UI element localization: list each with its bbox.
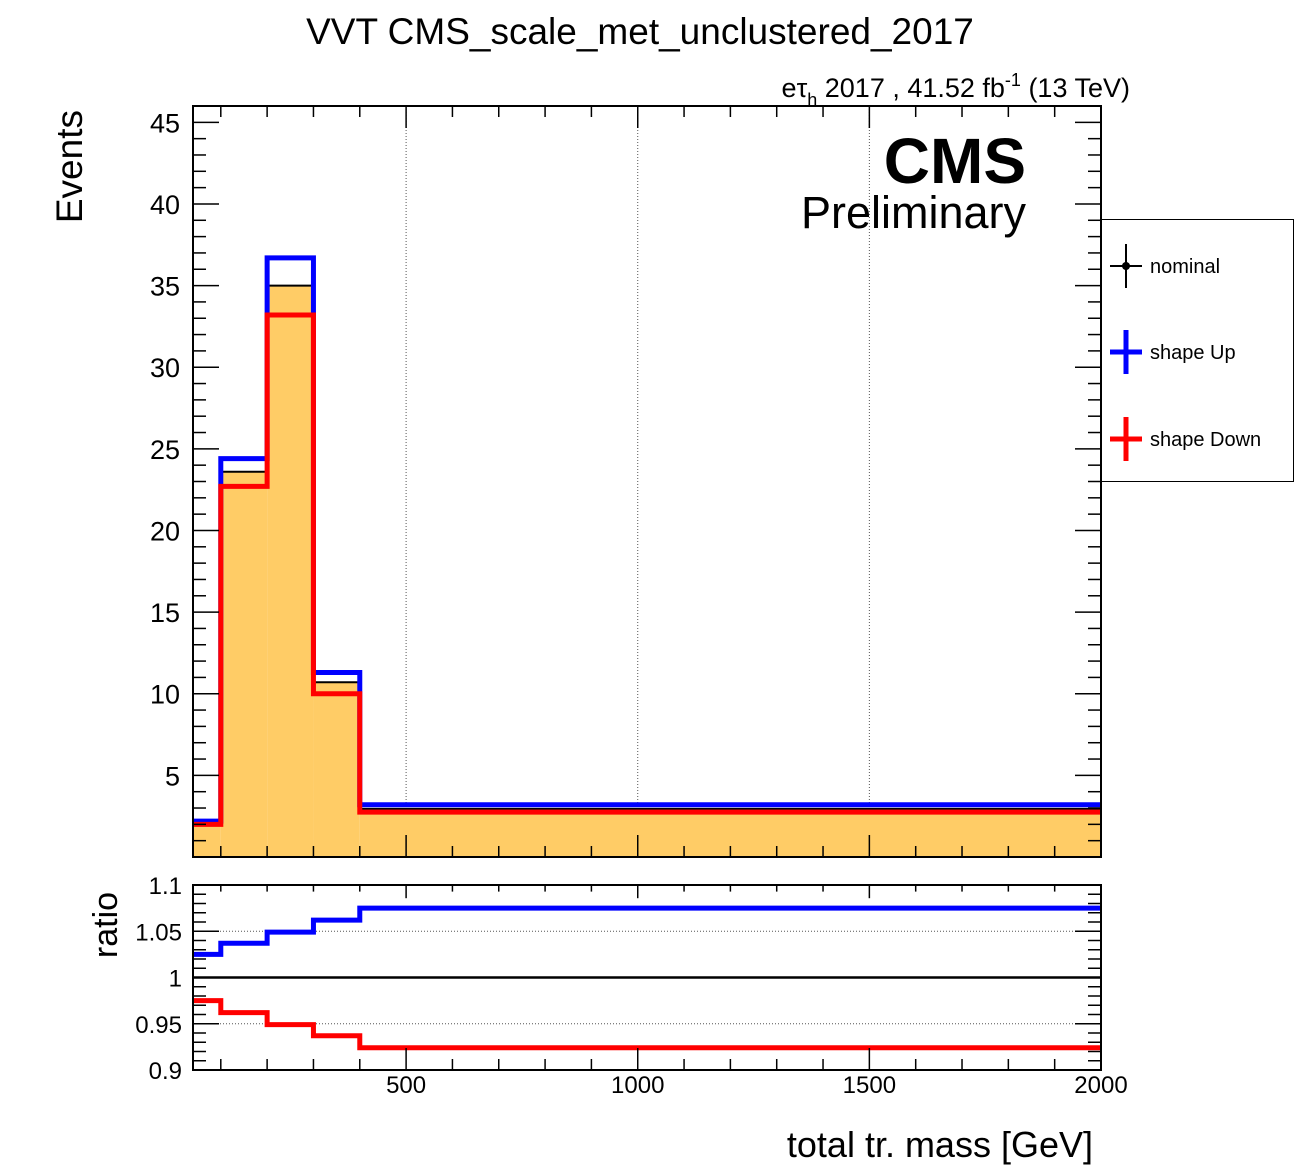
legend-marker-shape-down xyxy=(1110,417,1142,461)
x-tick-label-0: 500 xyxy=(386,1072,426,1099)
main-y-tick-labels: 5 10 15 20 25 30 35 40 45 xyxy=(150,108,180,791)
main-ytick-label-0: 5 xyxy=(165,761,180,791)
main-ytick-label-1: 10 xyxy=(150,680,180,710)
ratio-y-grid xyxy=(193,930,1101,1025)
ratio-ytick-label-3: 1.05 xyxy=(135,919,182,946)
preliminary-label: Preliminary xyxy=(801,187,1027,238)
x-axis-label: total tr. mass [GeV] xyxy=(787,1124,1093,1165)
ratio-y-tick-labels: 0.9 0.95 1 1.05 1.1 xyxy=(135,873,182,1085)
main-ytick-label-3: 20 xyxy=(150,516,180,546)
cms-label: CMS xyxy=(884,125,1026,197)
main-ytick-label-5: 30 xyxy=(150,353,180,383)
lumi-label: eτh 2017 , 41.52 fb-1 (13 TeV) xyxy=(782,70,1130,110)
x-tick-label-2: 1500 xyxy=(843,1072,896,1099)
main-ticks xyxy=(193,105,1102,857)
lumi-channel-sub: h xyxy=(807,90,817,110)
legend-label-shape-down: shape Down xyxy=(1150,429,1262,451)
nominal-fill xyxy=(193,285,1101,858)
legend-marker-nominal xyxy=(1110,244,1142,288)
ratio-x-tick-labels: 500 1000 1500 2000 xyxy=(386,1072,1128,1099)
x-tick-label-3: 2000 xyxy=(1074,1072,1127,1099)
main-ytick-label-4: 25 xyxy=(150,435,180,465)
ratio-ytick-label-0: 0.9 xyxy=(149,1058,182,1085)
main-y-axis-label: Events xyxy=(49,110,90,223)
ratio-ytick-label-2: 1 xyxy=(169,966,182,993)
lumi-channel-tau: τ xyxy=(797,73,808,103)
main-series xyxy=(193,255,1101,827)
main-ytick-label-8: 45 xyxy=(150,108,180,138)
ratio-line-shape-down xyxy=(193,998,1101,1051)
lumi-energy: (13 TeV) xyxy=(1021,73,1130,103)
lumi-sup: -1 xyxy=(1005,70,1021,90)
main-panel: 5 10 15 20 25 30 35 40 45 CMS Preliminary Events xyxy=(49,105,1102,858)
nominal-bin-2 xyxy=(267,285,314,858)
legend: nominal shape Up shape Down xyxy=(1101,219,1294,482)
main-x-grid xyxy=(405,106,870,857)
ratio-ytick-label-4: 1.1 xyxy=(149,873,182,900)
ratio-ticks xyxy=(193,885,1102,1070)
lumi-channel-e: e xyxy=(782,73,797,103)
nominal-bin-0 xyxy=(193,822,221,857)
legend-label-shape-up: shape Up xyxy=(1150,342,1236,364)
legend-marker-shape-up xyxy=(1110,330,1142,374)
ratio-line-shape-up xyxy=(193,905,1101,957)
ratio-y-axis-label: ratio xyxy=(87,892,125,958)
chart-title: VVT CMS_scale_met_unclustered_2017 xyxy=(306,11,974,52)
legend-entry-shape-up: shape Up xyxy=(1102,330,1292,374)
ratio-panel: 0.9 0.95 1 1.05 1.1 500 1000 1500 2000 ratio to… xyxy=(87,873,1128,1165)
main-line-shape-down xyxy=(193,312,1101,827)
ratio-ytick-label-1: 0.95 xyxy=(135,1012,182,1039)
main-ytick-label-2: 15 xyxy=(150,598,180,628)
nominal-bin-1 xyxy=(220,471,268,857)
legend-entry-nominal: nominal xyxy=(1102,244,1292,288)
legend-label-nominal: nominal xyxy=(1150,256,1221,278)
nominal-bin-3 xyxy=(313,682,360,857)
ratio-series xyxy=(193,905,1101,1051)
x-tick-label-1: 1000 xyxy=(611,1072,664,1099)
main-ytick-label-7: 40 xyxy=(150,190,180,220)
main-ytick-label-6: 35 xyxy=(150,272,180,302)
legend-entry-shape-down: shape Down xyxy=(1102,417,1292,461)
lumi-year: 2017 , 41.52 fb xyxy=(817,73,1005,103)
